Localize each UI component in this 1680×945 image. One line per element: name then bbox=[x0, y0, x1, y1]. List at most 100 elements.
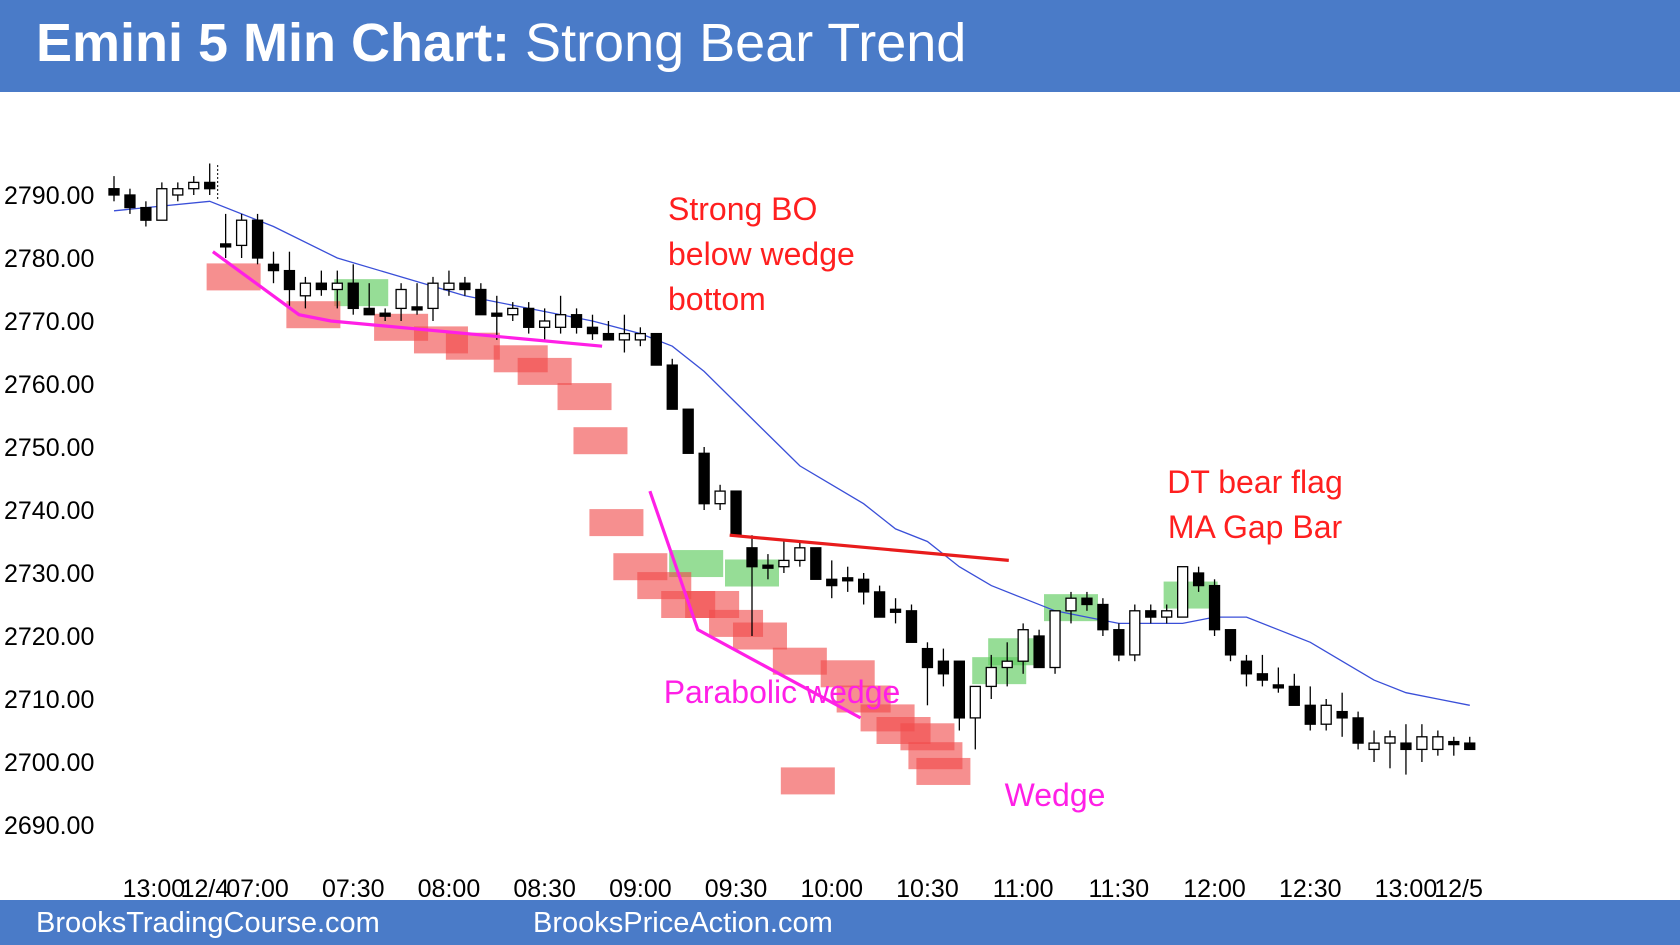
x-tick-label: 11:30 bbox=[1088, 875, 1149, 900]
bear-candle bbox=[826, 578, 838, 587]
bear-candle bbox=[315, 282, 328, 291]
bull-candle bbox=[554, 314, 567, 328]
moving-average bbox=[113, 200, 1470, 706]
y-tick-label: 2700.00 bbox=[4, 749, 94, 777]
x-tick-label: 12/4 bbox=[181, 875, 230, 900]
bull-candle bbox=[1049, 610, 1061, 669]
bear-signal-box bbox=[916, 757, 971, 785]
annotation-text: Strong BO bbox=[668, 191, 817, 227]
bull-candle bbox=[395, 288, 407, 310]
bear-candle bbox=[1097, 603, 1109, 631]
bull-candle bbox=[188, 181, 200, 190]
bear-candle bbox=[347, 282, 359, 310]
footer-link-brookstradingcourse[interactable]: BrooksTradingCourse.com bbox=[36, 907, 380, 939]
bear-candle bbox=[1352, 717, 1364, 744]
y-tick-label: 2740.00 bbox=[4, 497, 94, 525]
bull-candle bbox=[618, 332, 631, 341]
x-tick-label: 12:00 bbox=[1183, 875, 1246, 900]
bear-signal-box bbox=[732, 622, 787, 650]
bear-candle bbox=[1256, 673, 1269, 681]
bear-candle bbox=[602, 332, 615, 341]
bear-candle bbox=[889, 608, 902, 613]
x-tick-label: 09:30 bbox=[705, 875, 768, 900]
bear-candle bbox=[570, 314, 583, 328]
bear-signal-box bbox=[820, 660, 875, 688]
bear-candle bbox=[411, 306, 423, 311]
bear-candle bbox=[586, 326, 599, 335]
y-tick-label: 2780.00 bbox=[4, 245, 94, 273]
bear-candle bbox=[363, 307, 375, 316]
bear-signal-box bbox=[517, 357, 572, 385]
x-tick-label: 12:30 bbox=[1279, 875, 1342, 900]
bear-candle bbox=[873, 591, 886, 618]
y-tick-label: 2730.00 bbox=[4, 560, 94, 588]
bear-candle bbox=[251, 219, 264, 259]
annotation-text: DT bear flag bbox=[1167, 464, 1343, 500]
bull-candle bbox=[794, 547, 806, 562]
bear-candle bbox=[698, 452, 710, 505]
bear-candle bbox=[666, 364, 678, 410]
annotation-text: bottom bbox=[668, 281, 766, 317]
bear-candle bbox=[1081, 597, 1093, 606]
bear-candle bbox=[682, 408, 694, 454]
trend-lines bbox=[211, 250, 1009, 720]
bear-signal-box bbox=[286, 301, 341, 329]
y-tick-label: 2750.00 bbox=[4, 434, 94, 462]
annotations: Strong BO below wedge bottom Parabolic wedg… bbox=[664, 191, 1343, 813]
bull-signal-box bbox=[334, 279, 389, 307]
x-tick-label: 07:30 bbox=[322, 875, 385, 900]
y-tick-label: 2720.00 bbox=[4, 623, 94, 651]
x-tick-label: 13:00 bbox=[123, 875, 186, 900]
y-tick-label: 2710.00 bbox=[4, 686, 94, 714]
bull-candle bbox=[299, 282, 312, 297]
bear-candle bbox=[1336, 710, 1348, 719]
candlestick-chart: 2790.00 2780.00 2770.00 2760.00 2750.00 2740.… bbox=[4, 163, 1483, 900]
x-tick-label: 08:00 bbox=[418, 875, 481, 900]
bull-candle bbox=[539, 320, 551, 328]
bear-candle bbox=[746, 547, 758, 568]
bear-candle bbox=[1288, 685, 1300, 706]
bear-candle bbox=[1113, 629, 1125, 656]
bull-candle bbox=[331, 282, 343, 291]
wedge-line bbox=[211, 250, 603, 348]
bull-candle bbox=[443, 282, 455, 291]
bull-candle bbox=[427, 282, 439, 310]
bull-candle bbox=[1017, 629, 1029, 662]
bull-candle bbox=[1065, 597, 1077, 612]
bear-candle bbox=[730, 490, 742, 536]
bull-signal-box bbox=[988, 638, 1043, 666]
wedge-line bbox=[648, 490, 862, 720]
bear-signal-box bbox=[772, 647, 827, 675]
bear-candle bbox=[108, 188, 120, 196]
bear-candle bbox=[953, 660, 965, 719]
x-tick-label: 07:00 bbox=[226, 875, 289, 900]
bear-candle bbox=[650, 332, 662, 366]
bear-candle bbox=[905, 610, 918, 643]
highlight-boxes bbox=[206, 263, 1218, 795]
bear-candle bbox=[379, 312, 391, 317]
bear-candle bbox=[1448, 740, 1460, 746]
bull-candle bbox=[1384, 736, 1396, 744]
candles bbox=[108, 163, 1476, 775]
bull-candle bbox=[1368, 742, 1380, 751]
bull-candle bbox=[1432, 736, 1444, 751]
bear-candle bbox=[459, 282, 471, 291]
y-tick-label: 2690.00 bbox=[4, 812, 94, 840]
bull-candle bbox=[714, 490, 726, 505]
bear-candle bbox=[1272, 684, 1284, 689]
bear-candle bbox=[921, 647, 934, 669]
bull-candle bbox=[235, 219, 248, 247]
bear-candle bbox=[858, 578, 870, 593]
x-tick-label: 08:30 bbox=[513, 875, 576, 900]
bear-candle bbox=[762, 564, 774, 569]
bear-signal-box bbox=[589, 509, 644, 537]
bull-candle bbox=[1177, 566, 1189, 618]
bear-candle bbox=[1240, 660, 1253, 675]
footer-link-brookspriceaction[interactable]: BrooksPriceAction.com bbox=[533, 907, 833, 939]
bear-flag-line bbox=[729, 533, 1009, 562]
bull-candle bbox=[1416, 736, 1428, 751]
x-tick-label: 11:00 bbox=[993, 875, 1054, 900]
bear-candle bbox=[475, 288, 487, 316]
bear-candle bbox=[1304, 704, 1316, 725]
